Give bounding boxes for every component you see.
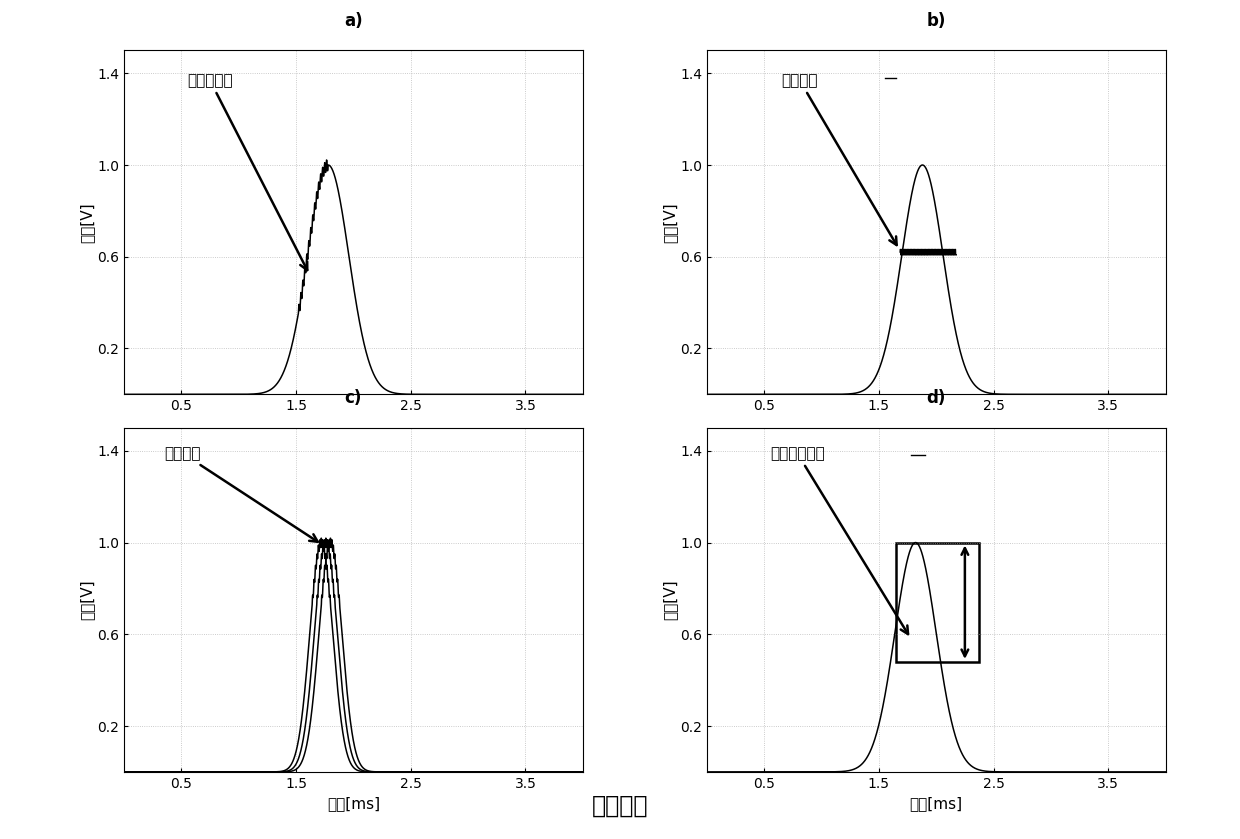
Y-axis label: 信号[V]: 信号[V]: [662, 202, 677, 242]
Y-axis label: 信号[V]: 信号[V]: [79, 580, 94, 620]
Text: b): b): [926, 12, 946, 29]
Text: a): a): [343, 12, 363, 29]
Y-axis label: 信号[V]: 信号[V]: [79, 202, 94, 242]
Text: c): c): [345, 389, 362, 407]
Text: 最大振幅率: 最大振幅率: [187, 73, 308, 270]
Text: d): d): [926, 389, 946, 407]
X-axis label: 时间[ms]: 时间[ms]: [910, 796, 962, 811]
Text: 现有技术: 现有技术: [591, 794, 649, 818]
Bar: [897, 543, 978, 662]
Text: 最大振幅: 最大振幅: [164, 446, 317, 542]
Text: 固定电压: 固定电压: [781, 73, 897, 245]
Y-axis label: 信号[V]: 信号[V]: [662, 580, 677, 620]
X-axis label: 时间[ms]: 时间[ms]: [327, 796, 379, 811]
Text: 常数分数交叉: 常数分数交叉: [770, 446, 908, 634]
